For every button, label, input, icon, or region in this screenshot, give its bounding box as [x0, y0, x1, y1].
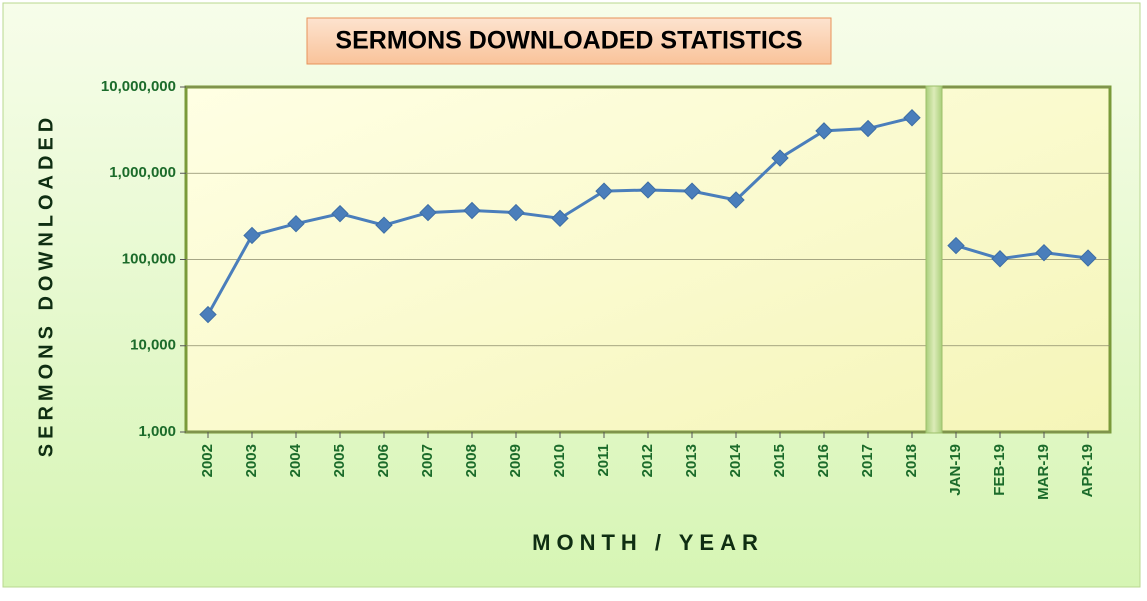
marker — [375, 216, 393, 234]
x-tick-label: JAN-19 — [947, 444, 964, 496]
x-tick-label: 2007 — [419, 444, 436, 477]
x-tick-label: 2018 — [903, 444, 920, 477]
x-tick-label: 2011 — [595, 444, 612, 477]
x-tick-label: 2012 — [639, 444, 656, 477]
line — [955, 244, 1089, 261]
marker — [1035, 243, 1053, 262]
marker — [551, 209, 569, 228]
x-tick-label: 2014 — [727, 443, 744, 477]
y-tick-label: 100,000 — [122, 250, 176, 267]
x-tick-label: 2004 — [287, 443, 304, 477]
x-tick-label: FEB-19 — [991, 444, 1008, 496]
x-tick-label: 2005 — [331, 444, 348, 477]
x-tick-label: 2006 — [375, 444, 392, 477]
marker — [331, 204, 349, 223]
x-tick-label: 2002 — [199, 444, 216, 477]
x-tick-label: 2010 — [551, 444, 568, 477]
marker — [815, 122, 833, 140]
x-tick-label: 2013 — [683, 444, 700, 477]
marker — [199, 305, 217, 324]
marker — [903, 109, 921, 127]
marker — [991, 250, 1009, 268]
x-tick-label: APR-19 — [1079, 444, 1096, 497]
marker — [859, 119, 877, 138]
x-axis-label: MONTH / YEAR — [532, 530, 764, 555]
x-tick-label: 2015 — [771, 444, 788, 477]
marker — [947, 236, 965, 255]
y-tick-label: 10,000,000 — [101, 78, 176, 95]
marker — [1079, 249, 1097, 267]
separator — [925, 85, 943, 434]
title-box — [306, 17, 832, 65]
x-tick-label: 2009 — [507, 444, 524, 477]
chart-title: SERMONS DOWNLOADED STATISTICS — [335, 27, 802, 55]
y-tick-label: 10,000 — [130, 337, 176, 354]
marker — [419, 203, 437, 222]
marker — [287, 215, 305, 233]
y-tick-label: 1,000 — [138, 423, 176, 440]
marker — [595, 182, 613, 200]
x-tick-label: MAR-19 — [1035, 444, 1052, 500]
marker — [683, 182, 701, 200]
x-tick-label: 2008 — [463, 444, 480, 477]
marker — [507, 203, 525, 222]
marker — [727, 191, 745, 209]
x-tick-label: 2003 — [243, 444, 260, 477]
marker — [639, 181, 657, 199]
marker — [243, 226, 261, 245]
y-axis-label: SERMONS DOWNLOADED — [35, 113, 57, 457]
marker — [771, 149, 789, 167]
x-tick-label: 2017 — [859, 444, 876, 477]
marker — [463, 201, 481, 220]
x-tick-label: 2016 — [815, 444, 832, 477]
y-tick-label: 1,000,000 — [109, 164, 176, 181]
